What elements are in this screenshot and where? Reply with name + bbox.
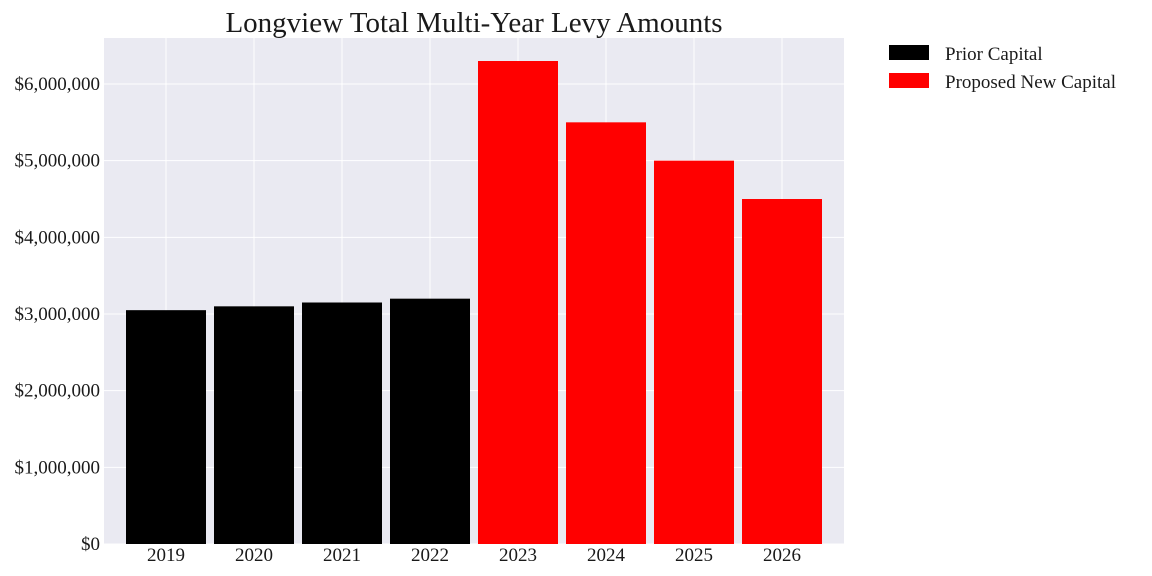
bar-2021 bbox=[302, 302, 382, 544]
bars bbox=[126, 61, 822, 544]
y-tick-label-1: $1,000,000 bbox=[15, 457, 101, 478]
x-tick-label-2026: 2026 bbox=[763, 545, 801, 566]
legend: Prior Capital Proposed New Capital bbox=[889, 44, 1116, 93]
bar-2025 bbox=[654, 160, 734, 544]
y-tick-label-0: $0 bbox=[81, 534, 100, 555]
x-tick-label-2021: 2021 bbox=[323, 545, 361, 566]
bar-2022 bbox=[390, 298, 470, 544]
legend-label-proposed-new-capital: Proposed New Capital bbox=[945, 72, 1116, 93]
y-tick-label-4: $4,000,000 bbox=[15, 227, 101, 248]
x-tick-label-2019: 2019 bbox=[147, 545, 185, 566]
x-tick-label-2022: 2022 bbox=[411, 545, 449, 566]
legend-label-prior-capital: Prior Capital bbox=[945, 44, 1043, 65]
y-tick-label-6: $6,000,000 bbox=[15, 74, 101, 95]
x-tick-label-2023: 2023 bbox=[499, 545, 537, 566]
bar-2020 bbox=[214, 306, 294, 544]
bar-2023 bbox=[478, 61, 558, 544]
legend-swatch-proposed-new-capital bbox=[889, 73, 929, 88]
chart-title: Longview Total Multi-Year Levy Amounts bbox=[225, 7, 722, 39]
x-tick-label-2025: 2025 bbox=[675, 545, 713, 566]
y-axis-ticks: $0 $1,000,000 $2,000,000 $3,000,000 $4,000,0… bbox=[15, 74, 101, 555]
y-tick-label-3: $3,000,000 bbox=[15, 304, 101, 325]
bar-2026 bbox=[742, 199, 822, 544]
x-tick-label-2020: 2020 bbox=[235, 545, 273, 566]
bar-2019 bbox=[126, 310, 206, 544]
bar-2024 bbox=[566, 122, 646, 544]
y-tick-label-2: $2,000,000 bbox=[15, 381, 101, 402]
x-tick-label-2024: 2024 bbox=[587, 545, 626, 566]
legend-swatch-prior-capital bbox=[889, 45, 929, 60]
y-tick-label-5: $5,000,000 bbox=[15, 151, 101, 172]
x-axis-ticks: 2019 2020 2021 2022 2023 2024 2025 2026 bbox=[147, 545, 801, 566]
